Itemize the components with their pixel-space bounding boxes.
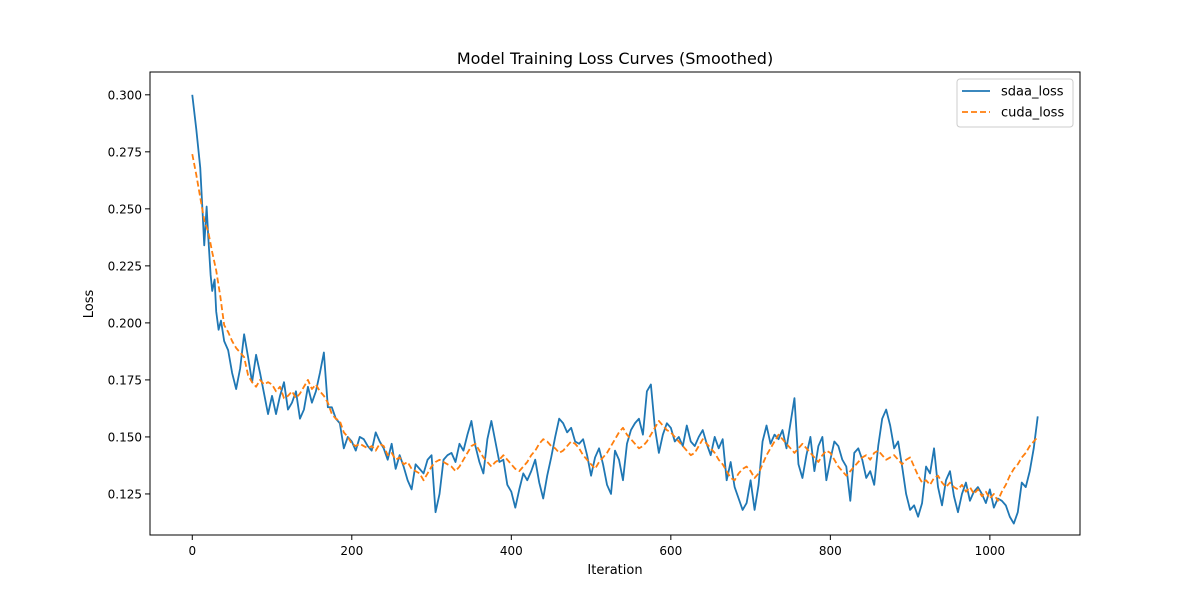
y-tick-label: 0.225 bbox=[108, 259, 142, 273]
y-tick-label: 0.175 bbox=[108, 373, 142, 387]
axes-layer: 0 200 400 600 800 1000 0.125 0.150 0.175 0.200 0.2… bbox=[108, 71, 1081, 558]
y-tick-label: 0.200 bbox=[108, 316, 142, 330]
legend-label-sdaa_loss: sdaa_loss bbox=[1001, 85, 1064, 100]
legend: sdaa_loss cuda_loss bbox=[956, 78, 1074, 128]
chart-title: Model Training Loss Curves (Smoothed) bbox=[457, 49, 773, 68]
x-tick-label: 600 bbox=[659, 544, 682, 558]
y-tick-label: 0.250 bbox=[108, 202, 142, 216]
series-line-sdaa_loss bbox=[191, 94, 1039, 525]
x-tick-label: 800 bbox=[819, 544, 842, 558]
series-layer bbox=[191, 94, 1039, 525]
x-tick-label: 400 bbox=[500, 544, 523, 558]
x-tick-label: 1000 bbox=[975, 544, 1006, 558]
y-tick-label: 0.125 bbox=[108, 487, 142, 501]
legend-label-cuda_loss: cuda_loss bbox=[1001, 106, 1064, 121]
y-axis-label: Loss bbox=[82, 290, 97, 319]
x-tick-label: 200 bbox=[340, 544, 363, 558]
plot-frame bbox=[149, 71, 1081, 536]
y-tick-label: 0.300 bbox=[108, 88, 142, 102]
x-axis-label: Iteration bbox=[587, 563, 642, 578]
y-tick-label: 0.150 bbox=[108, 430, 142, 444]
series-line-cuda_loss bbox=[191, 153, 1039, 502]
y-tick-label: 0.275 bbox=[108, 145, 142, 159]
x-tick-label: 0 bbox=[188, 544, 196, 558]
